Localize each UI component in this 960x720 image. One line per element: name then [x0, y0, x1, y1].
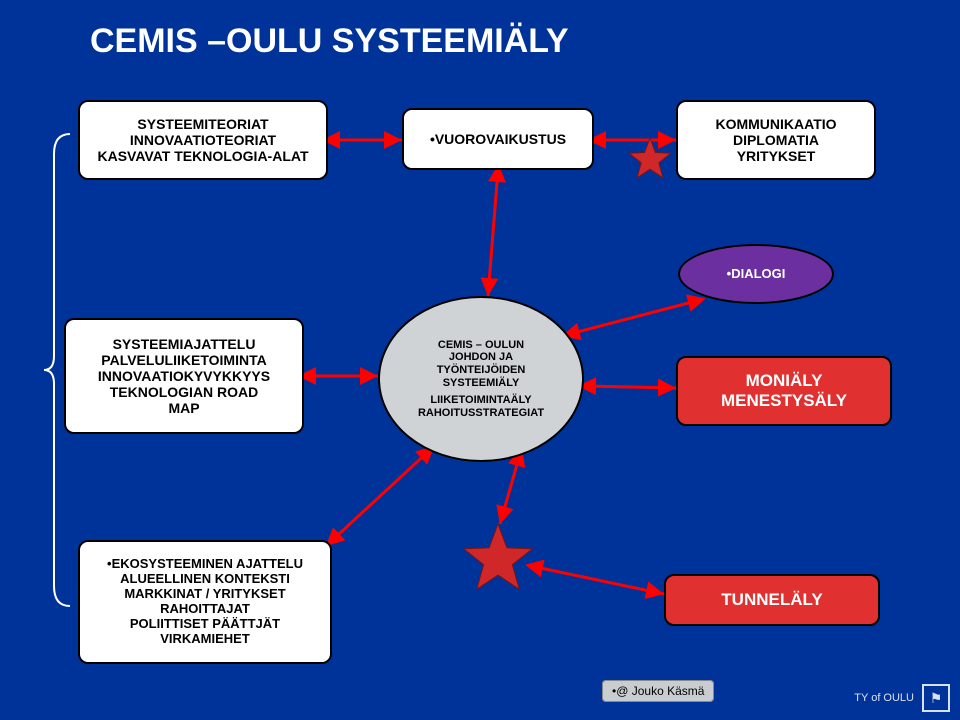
- box-theories: SYSTEEMITEORIATINNOVAATIOTEORIATKASVAVAT…: [78, 100, 328, 180]
- text-line: TEKNOLOGIAN ROAD: [110, 384, 259, 400]
- ellipse-center: CEMIS – OULUNJOHDON JATYÖNTEIJÖIDENSYSTE…: [378, 296, 584, 462]
- box-tunnel: TUNNELÄLY: [664, 574, 880, 626]
- text-line: INNOVAATIOTEORIAT: [130, 132, 276, 148]
- text-line: RAHOITTAJAT: [160, 602, 250, 617]
- text-line: •EKOSYSTEEMINEN AJATTELU: [107, 557, 303, 572]
- text-line: ALUEELLINEN KONTEKSTI: [120, 572, 290, 587]
- shield-icon: ⚑: [922, 684, 950, 712]
- text-line: •VUOROVAIKUSTUS: [430, 131, 566, 147]
- slide-background: CEMIS –OULU SYSTEEMIÄLY SYSTEEMITEORIATI…: [0, 0, 960, 720]
- box-multi-intelligence: MONIÄLYMENESTYSÄLY: [676, 356, 892, 426]
- text-line: MAP: [168, 400, 199, 416]
- text-line: LIIKETOIMINTAÄLY: [430, 394, 531, 407]
- text-line: SYSTEEMIAJATTELU: [113, 336, 256, 352]
- footer-credit: •@ Jouko Käsmä: [602, 680, 714, 702]
- text-line: JOHDON JA: [449, 351, 513, 364]
- text-line: CEMIS – OULUN: [438, 339, 524, 352]
- text-line: MENESTYSÄLY: [721, 391, 847, 411]
- text-line: •DIALOGI: [727, 267, 786, 282]
- box-interaction: •VUOROVAIKUSTUS: [402, 108, 594, 170]
- text-line: KOMMUNIKAATIO: [715, 116, 836, 132]
- logo-text: TY of OULU: [854, 692, 914, 704]
- text-line: POLIITTISET PÄÄTTJÄT: [130, 617, 280, 632]
- footer-logo: TY of OULU ⚑: [854, 684, 950, 712]
- slide-title: CEMIS –OULU SYSTEEMIÄLY: [90, 22, 569, 61]
- text-line: TUNNELÄLY: [721, 590, 822, 610]
- text-line: INNOVAATIOKYVYKKYYS: [98, 368, 270, 384]
- text-line: DIPLOMATIA: [733, 132, 819, 148]
- text-line: MARKKINAT / YRITYKSET: [124, 587, 285, 602]
- box-communication: KOMMUNIKAATIODIPLOMATIAYRITYKSET: [676, 100, 876, 180]
- text-line: VIRKAMIEHET: [160, 632, 250, 647]
- text-line: PALVELULIIKETOIMINTA: [101, 352, 266, 368]
- text-line: YRITYKSET: [737, 148, 816, 164]
- text-line: TYÖNTEIJÖIDEN: [437, 364, 526, 377]
- text-line: RAHOITUSSTRATEGIAT: [418, 407, 544, 420]
- text-line: MONIÄLY: [746, 371, 823, 391]
- ellipse-dialogi: •DIALOGI: [678, 244, 834, 304]
- box-systems-thinking: SYSTEEMIAJATTELUPALVELULIIKETOIMINTAINNO…: [64, 318, 304, 434]
- text-line: KASVAVAT TEKNOLOGIA-ALAT: [97, 148, 308, 164]
- box-ecosystem: •EKOSYSTEEMINEN AJATTELUALUEELLINEN KONT…: [78, 540, 332, 664]
- text-line: SYSTEEMITEORIAT: [137, 116, 268, 132]
